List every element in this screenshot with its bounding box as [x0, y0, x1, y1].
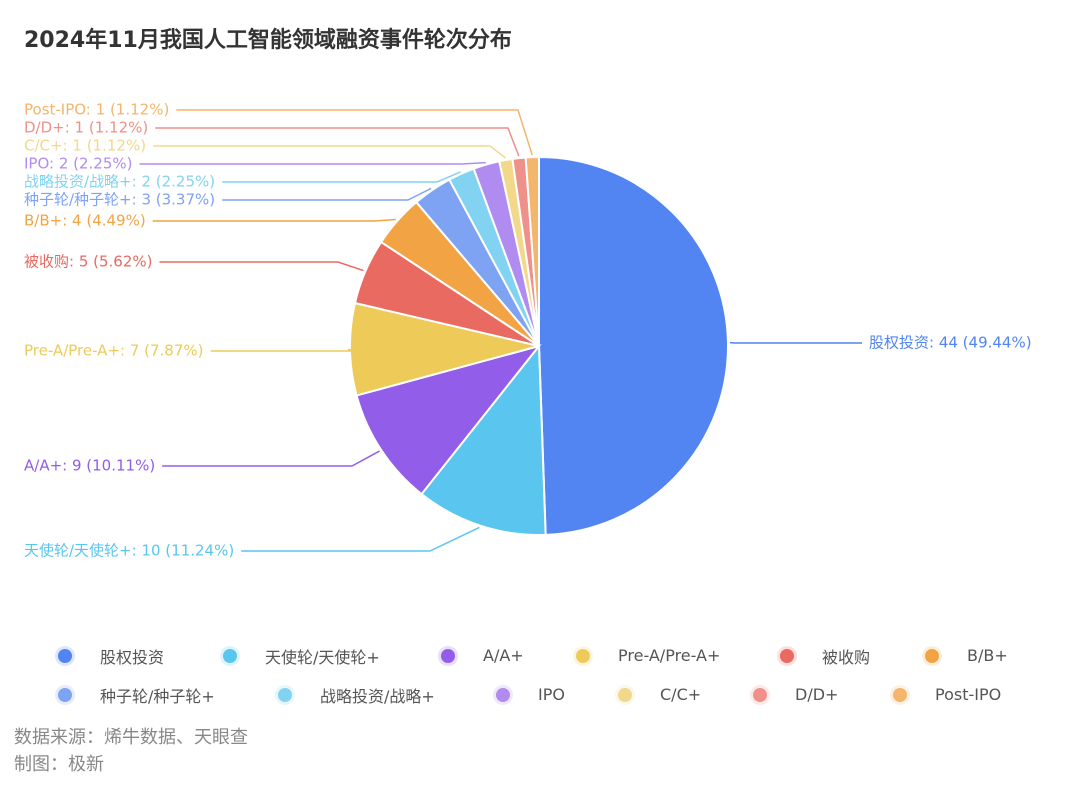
slice-label: 被收购: 5 (5.62%)	[24, 253, 153, 271]
legend-marker	[925, 648, 939, 663]
legend-marker	[893, 687, 907, 702]
legend: 股权投资 天使轮/天使轮+ A/A+ Pre-A/Pre-A+ 被收购 B/B+ 种子轮/…	[58, 636, 1058, 714]
legend-item[interactable]: 种子轮/种子轮+	[58, 683, 278, 707]
legend-label: 天使轮/天使轮+	[265, 647, 380, 667]
leader-line	[152, 218, 396, 222]
pie-slice	[355, 344, 542, 496]
slice-label: 战略投资/战略+: 2 (2.25%)	[24, 173, 215, 191]
legend-marker	[780, 648, 794, 663]
leader-line	[153, 145, 506, 159]
legend-item[interactable]: Pre-A/Pre-A+	[576, 646, 780, 665]
legend-label: B/B+	[967, 646, 1008, 665]
legend-label: D/D+	[795, 685, 839, 704]
leader-line	[222, 171, 461, 183]
legend-item[interactable]: B/B+	[925, 646, 1015, 665]
slice-label: B/B+: 4 (4.49%)	[24, 212, 146, 230]
legend-label: 股权投资	[100, 647, 165, 667]
legend-label: 种子轮/种子轮+	[100, 686, 215, 706]
legend-marker	[223, 648, 237, 663]
slice-label: 天使轮/天使轮+: 10 (11.24%)	[24, 542, 234, 560]
slice-label: C/C+: 1 (1.12%)	[24, 137, 146, 155]
legend-marker	[441, 648, 455, 663]
legend-marker	[58, 687, 72, 702]
slice-label: 股权投资: 44 (49.44%)	[869, 334, 1032, 352]
slice-label: Pre-A/Pre-A+: 7 (7.87%)	[24, 342, 204, 360]
maker-note: 制图：极新	[14, 754, 104, 775]
legend-marker	[496, 687, 510, 702]
legend-item[interactable]: C/C+	[618, 685, 753, 704]
legend-marker	[576, 648, 590, 663]
leader-line	[139, 161, 486, 165]
legend-label: 战略投资/战略+	[320, 686, 435, 706]
legend-item[interactable]: D/D+	[753, 685, 893, 704]
legend-label: 被收购	[822, 647, 871, 667]
legend-item[interactable]: IPO	[496, 685, 618, 704]
legend-label: IPO	[538, 685, 565, 704]
legend-label: Post-IPO	[935, 685, 1002, 704]
leader-line	[222, 187, 432, 201]
slice-label: Post-IPO: 1 (1.12%)	[24, 101, 169, 119]
legend-marker	[618, 687, 632, 702]
leader-line	[210, 348, 357, 352]
legend-row: 种子轮/种子轮+ 战略投资/战略+ IPO C/C+ D/D+ Post-IPO	[58, 675, 1058, 714]
slice-label: 种子轮/种子轮+: 3 (3.37%)	[24, 191, 215, 209]
legend-item[interactable]: 股权投资	[58, 644, 223, 668]
pie-slice	[538, 155, 729, 536]
footer: 数据来源：烯牛数据、天眼查 制图：极新	[14, 724, 248, 778]
legend-item[interactable]: 天使轮/天使轮+	[223, 644, 441, 668]
pie-slice	[524, 155, 540, 347]
slice-label: D/D+: 1 (1.12%)	[24, 119, 148, 137]
legend-item[interactable]: 被收购	[780, 644, 925, 668]
legend-label: C/C+	[660, 685, 702, 704]
source-note: 数据来源：烯牛数据、天眼查	[14, 727, 248, 748]
slice-label: A/A+: 9 (10.11%)	[24, 457, 155, 475]
legend-label: A/A+	[483, 646, 524, 665]
leader-line	[241, 526, 480, 552]
legend-marker	[278, 687, 292, 702]
legend-marker	[753, 687, 767, 702]
leader-line	[176, 109, 533, 156]
legend-item[interactable]: Post-IPO	[893, 685, 1003, 704]
chart-title: 2024年11月我国人工智能领域融资事件轮次分布	[24, 28, 512, 53]
leader-line	[162, 450, 380, 467]
legend-item[interactable]: 战略投资/战略+	[278, 683, 496, 707]
legend-item[interactable]: A/A+	[441, 646, 576, 665]
pie-slice	[420, 343, 547, 536]
legend-marker	[58, 648, 72, 663]
legend-row: 股权投资 天使轮/天使轮+ A/A+ Pre-A/Pre-A+ 被收购 B/B+	[58, 636, 1058, 675]
legend-label: Pre-A/Pre-A+	[618, 646, 721, 665]
leader-line	[155, 127, 520, 157]
leader-line	[159, 261, 364, 272]
slice-label: IPO: 2 (2.25%)	[24, 155, 133, 173]
pie-chart: 股权投资: 44 (49.44%) 天使轮/天使轮+: 10 (11.24%) A/…	[24, 101, 1032, 560]
